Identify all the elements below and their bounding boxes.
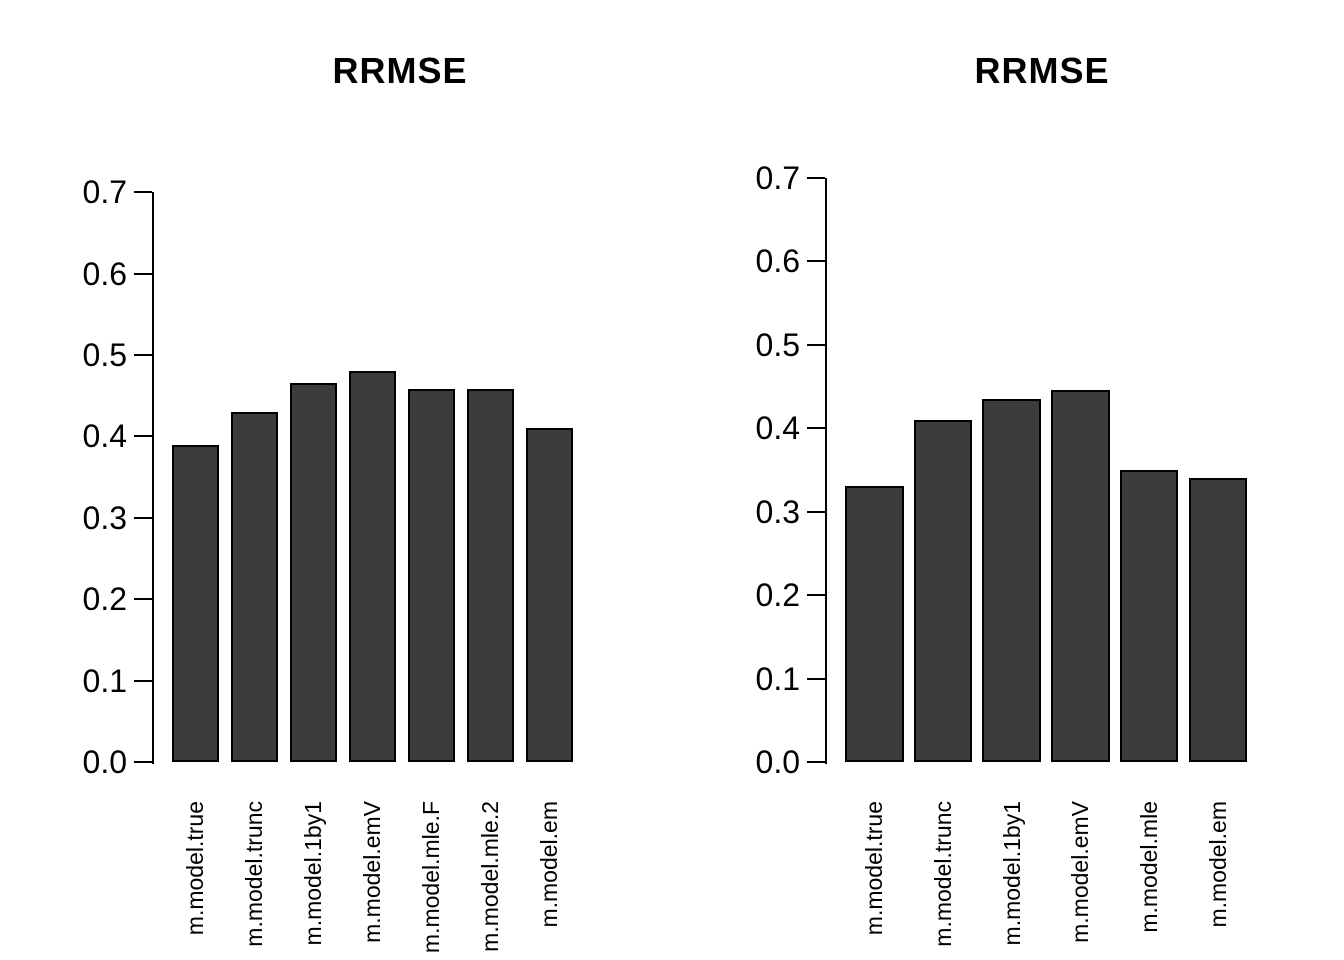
x-tick-label-text: m.model.emV <box>359 801 386 943</box>
y-axis-tick <box>134 191 152 194</box>
y-axis-tick <box>807 594 825 596</box>
y-tick-label: 0.5 <box>755 326 800 363</box>
y-tick-label: 0.2 <box>82 581 127 618</box>
bar-m.model.mle <box>1119 469 1179 762</box>
y-axis-tick <box>134 435 152 438</box>
x-tick-label-text: m.model.em <box>1204 801 1231 928</box>
y-axis-tick <box>134 516 152 519</box>
x-tick-label-text: m.model.emV <box>1067 801 1094 943</box>
x-tick-label-text: m.model.1by1 <box>998 801 1025 946</box>
bar-m.model.emV <box>348 371 396 762</box>
bar-m.model.1by1 <box>982 398 1041 762</box>
x-tick-label-text: m.model.trunc <box>241 801 268 947</box>
y-tick-label: 0.4 <box>755 410 800 446</box>
x-tick-label-text: m.model.true <box>861 801 888 936</box>
y-axis-tick <box>134 761 152 763</box>
x-tick-label-text: m.model.1by1 <box>300 801 327 946</box>
y-tick-label: 0.6 <box>755 243 800 279</box>
bar-m.model.trunc <box>230 411 278 762</box>
bar-m.model.true <box>171 444 219 762</box>
y-tick-label: 0.3 <box>755 493 800 530</box>
y-axis-tick <box>807 427 825 429</box>
y-axis-tick <box>134 272 152 275</box>
y-axis-tick <box>807 343 825 346</box>
y-tick-label: 0.7 <box>755 159 800 196</box>
bar-m.model.em <box>1188 478 1248 762</box>
y-tick-label: 0.7 <box>82 174 127 211</box>
y-tick-label: 0.4 <box>82 418 127 455</box>
y-tick-label: 0.3 <box>82 499 127 536</box>
y-axis-tick <box>807 260 825 262</box>
y-axis-tick <box>134 354 152 356</box>
x-tick-label-text: m.model.mle.2 <box>477 801 504 952</box>
y-axis-line <box>825 177 827 764</box>
x-tick-label-text: m.model.trunc <box>930 801 956 947</box>
y-tick-label: 0.5 <box>82 337 127 373</box>
y-tick-label: 0.0 <box>82 744 127 780</box>
y-axis-tick <box>807 510 825 513</box>
bar-m.model.emV <box>1051 390 1110 762</box>
y-tick-label: 0.1 <box>755 660 800 697</box>
y-tick-label: 0.2 <box>755 577 800 613</box>
y-axis-tick <box>134 679 152 682</box>
y-axis-tick <box>807 761 825 763</box>
bar-m.model.mle.F <box>407 389 455 762</box>
y-axis-tick <box>807 176 825 179</box>
y-tick-label: 0.6 <box>82 255 127 292</box>
x-tick-label-text: m.model.em <box>536 801 563 928</box>
y-tick-label: 0.0 <box>755 744 800 780</box>
bar-m.model.true <box>845 486 904 762</box>
bar-m.model.mle.2 <box>466 389 514 762</box>
x-tick-label-text: m.model.mle <box>1136 801 1163 933</box>
chart-title: RRMSE <box>974 50 1110 91</box>
chart-title: RRMSE <box>332 50 468 91</box>
bar-m.model.em <box>525 428 573 762</box>
x-tick-label-text: m.model.mle.F <box>418 801 445 954</box>
bar-m.model.trunc <box>913 419 973 762</box>
y-axis-line <box>152 192 154 764</box>
y-axis-tick <box>807 677 825 680</box>
x-tick-label-text: m.model.true <box>182 801 209 936</box>
bar-m.model.1by1 <box>289 383 337 762</box>
y-axis-tick <box>134 598 152 601</box>
y-tick-label: 0.1 <box>82 662 127 699</box>
